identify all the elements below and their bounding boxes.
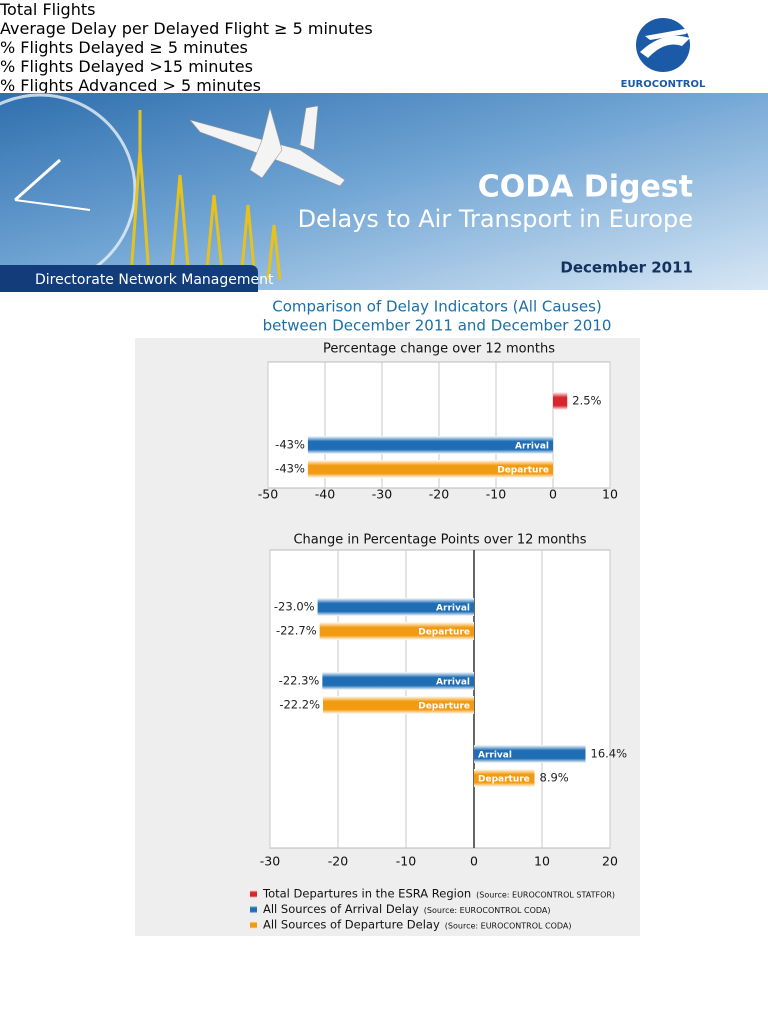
x-tick-label: -30 bbox=[260, 854, 280, 869]
logo: EUROCONTROL bbox=[621, 18, 706, 90]
bar-label: Arrival bbox=[478, 751, 512, 761]
x-tick-label: 0 bbox=[549, 487, 557, 502]
directorate: Directorate Network Management bbox=[35, 272, 274, 288]
bar bbox=[553, 392, 568, 410]
bar bbox=[474, 769, 535, 787]
bar bbox=[319, 622, 474, 640]
bar bbox=[474, 745, 586, 763]
legend-swatch bbox=[250, 921, 257, 929]
bar bbox=[317, 598, 474, 616]
x-tick-label: 10 bbox=[534, 854, 550, 869]
x-tick-label: -10 bbox=[486, 487, 506, 502]
figure-title: between December 2011 and December 2010 bbox=[263, 317, 612, 335]
value-label: 2.5% bbox=[572, 394, 601, 408]
bar bbox=[323, 696, 474, 714]
bar-label: Arrival bbox=[436, 604, 470, 614]
category-label: % Flights Advanced > 5 minutes bbox=[0, 76, 262, 95]
date: December 2011 bbox=[560, 259, 693, 277]
bar-label: Arrival bbox=[436, 678, 470, 688]
logo-text: EUROCONTROL bbox=[621, 79, 706, 90]
bar bbox=[322, 672, 474, 690]
value-label: -22.3% bbox=[279, 674, 320, 688]
bar-label: Departure bbox=[478, 775, 530, 785]
chart-title: Change in Percentage Points over 12 mont… bbox=[293, 533, 586, 548]
legend-text: All Sources of Departure Delay bbox=[263, 918, 440, 932]
x-tick-label: -10 bbox=[396, 854, 416, 869]
legend-source: (Source: EUROCONTROL CODA) bbox=[424, 906, 551, 915]
legend-source: (Source: EUROCONTROL CODA) bbox=[445, 922, 572, 931]
x-tick-label: 10 bbox=[602, 487, 618, 502]
bar-label: Departure bbox=[497, 466, 549, 476]
category-label: Total Flights bbox=[0, 0, 96, 19]
value-label: -43% bbox=[275, 462, 305, 476]
directorate-tab bbox=[0, 265, 258, 292]
x-tick-label: -40 bbox=[315, 487, 335, 502]
category-label: % Flights Delayed ≥ 5 minutes bbox=[0, 38, 248, 57]
x-tick-label: 20 bbox=[602, 854, 618, 869]
value-label: -22.2% bbox=[279, 698, 320, 712]
legend-text: Total Departures in the ESRA Region bbox=[262, 887, 471, 901]
x-tick-label: -20 bbox=[328, 854, 348, 869]
legend-text: All Sources of Arrival Delay bbox=[263, 902, 419, 916]
figure-title: Comparison of Delay Indicators (All Caus… bbox=[272, 298, 602, 316]
x-tick-label: -20 bbox=[429, 487, 449, 502]
banner: Directorate Network Management CODA Dige… bbox=[0, 93, 768, 292]
value-label: -22.7% bbox=[276, 624, 317, 638]
value-label: 8.9% bbox=[540, 771, 569, 785]
title: CODA Digest bbox=[478, 170, 693, 205]
legend-swatch bbox=[250, 905, 257, 914]
x-tick-label: -50 bbox=[258, 487, 278, 502]
bar bbox=[307, 460, 553, 478]
bar bbox=[307, 436, 553, 454]
bar-label: Arrival bbox=[515, 442, 549, 452]
legend-source: (Source: EUROCONTROL STATFOR) bbox=[476, 891, 615, 900]
legend-swatch bbox=[250, 890, 257, 898]
bar-label: Departure bbox=[418, 702, 470, 712]
x-tick-label: 0 bbox=[470, 854, 478, 869]
category-label: Average Delay per Delayed Flight ≥ 5 min… bbox=[0, 19, 373, 38]
value-label: -23.0% bbox=[274, 600, 315, 614]
value-label: 16.4% bbox=[591, 747, 628, 761]
value-label: -43% bbox=[275, 438, 305, 452]
chart-title: Percentage change over 12 months bbox=[323, 342, 555, 357]
bar-label: Departure bbox=[418, 628, 470, 638]
category-label: % Flights Delayed >15 minutes bbox=[0, 57, 253, 76]
x-tick-label: -30 bbox=[372, 487, 392, 502]
subtitle: Delays to Air Transport in Europe bbox=[298, 205, 693, 233]
